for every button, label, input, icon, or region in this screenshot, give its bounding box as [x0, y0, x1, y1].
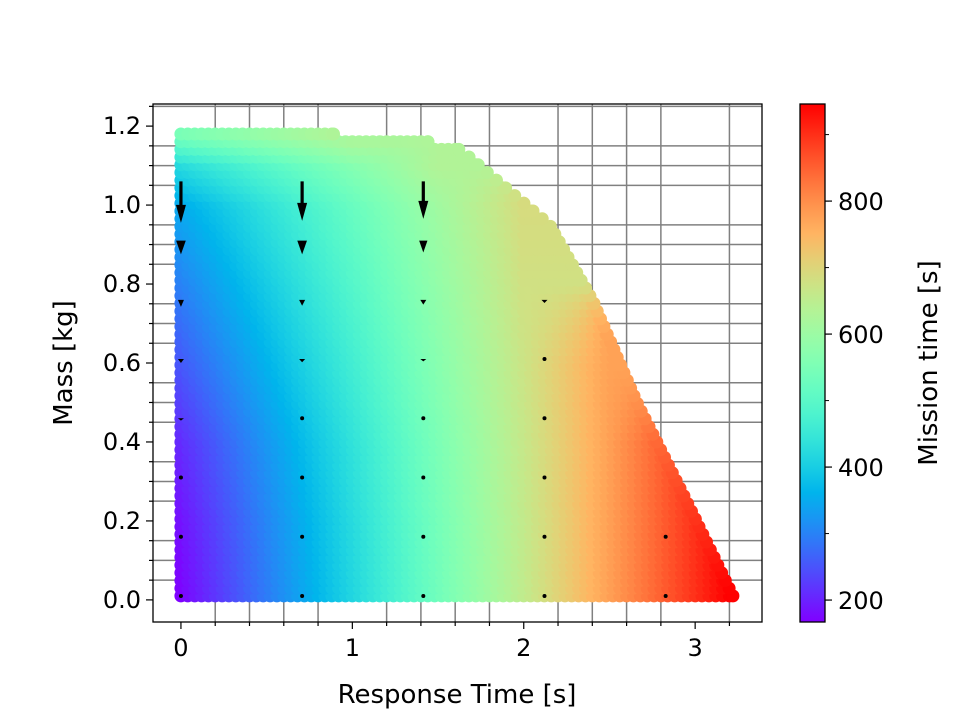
y-tick-label: 0.8: [103, 270, 141, 298]
quiver-arrow: [542, 357, 547, 362]
quiver-arrow: [421, 416, 426, 421]
quiver-arrows: [175, 181, 668, 598]
x-tick-label: 1: [345, 634, 360, 662]
quiver-arrow: [542, 534, 547, 539]
scatter-points: [174, 127, 740, 603]
quiver-arrow: [421, 593, 426, 598]
y-axis-label: Mass [kg]: [49, 300, 79, 426]
quiver-arrow: [297, 181, 308, 221]
colorbar: [799, 103, 826, 623]
quiver-arrow: [663, 534, 668, 539]
colorbar-tick-label: 400: [838, 454, 884, 482]
x-tick-label: 2: [516, 634, 531, 662]
scatter-point: [535, 212, 549, 226]
scatter-point: [480, 166, 494, 179]
y-tick-label: 1.2: [103, 112, 141, 140]
quiver-arrow: [175, 181, 186, 223]
scatter-point: [471, 158, 485, 172]
quiver-arrow: [542, 475, 547, 480]
scatter-point: [489, 173, 503, 187]
quiver-arrow: [420, 299, 427, 305]
colorbar-ticks: 200 400 600 800: [825, 134, 884, 615]
quiver-arrow: [177, 418, 184, 421]
x-tick-label: 3: [688, 634, 703, 662]
quiver-arrow: [178, 593, 183, 598]
quiver-arrow: [421, 534, 426, 539]
y-tick-label: 0.4: [103, 428, 141, 456]
quiver-arrow: [542, 416, 547, 421]
x-tick-label: 0: [173, 634, 188, 662]
quiver-arrow: [176, 240, 186, 255]
scatter-point: [462, 150, 476, 164]
colorbar-label: Mission time [s]: [914, 260, 944, 465]
quiver-arrow: [300, 534, 305, 539]
quiver-arrow: [178, 534, 183, 539]
y-tick-label: 0.6: [103, 349, 141, 377]
quiver-arrow: [300, 593, 305, 598]
scatter-point: [517, 196, 531, 210]
scatter-point: [421, 135, 435, 149]
scatter-point: [499, 181, 513, 195]
quiver-arrow: [300, 416, 305, 421]
colorbar-tick-label: 200: [838, 587, 884, 615]
quiver-arrow: [419, 240, 428, 253]
quiver-arrow: [663, 593, 668, 598]
quiver-arrow: [541, 299, 548, 303]
quiver-arrow: [299, 299, 306, 306]
colorbar-tick-label: 800: [838, 188, 884, 216]
x-axis-label: Response Time [s]: [338, 680, 577, 710]
colorbar-tick-label: 600: [838, 321, 884, 349]
y-tick-label: 0.2: [103, 507, 141, 535]
y-tick-label: 0.0: [103, 586, 141, 614]
quiver-arrow: [297, 240, 307, 255]
quiver-arrow: [420, 359, 427, 362]
scatter-point: [327, 127, 340, 141]
axis-ticks: 0 1 2 3 0.0 0.2 0.4 0.6 0.8 1.0 1.2: [103, 105, 731, 662]
quiver-arrow: [542, 593, 547, 598]
quiver-arrow: [177, 299, 184, 307]
quiver-arrow: [299, 359, 306, 363]
quiver-arrow: [300, 475, 305, 480]
scatter-point: [526, 204, 540, 218]
scatter-point: [543, 219, 557, 233]
quiver-arrow: [177, 359, 184, 363]
quiver-arrow: [421, 475, 426, 480]
quiver-arrow: [418, 181, 429, 219]
y-tick-label: 1.0: [103, 191, 141, 219]
quiver-arrow: [178, 475, 183, 480]
scatter-point: [508, 189, 522, 203]
scatter-point: [452, 142, 466, 156]
